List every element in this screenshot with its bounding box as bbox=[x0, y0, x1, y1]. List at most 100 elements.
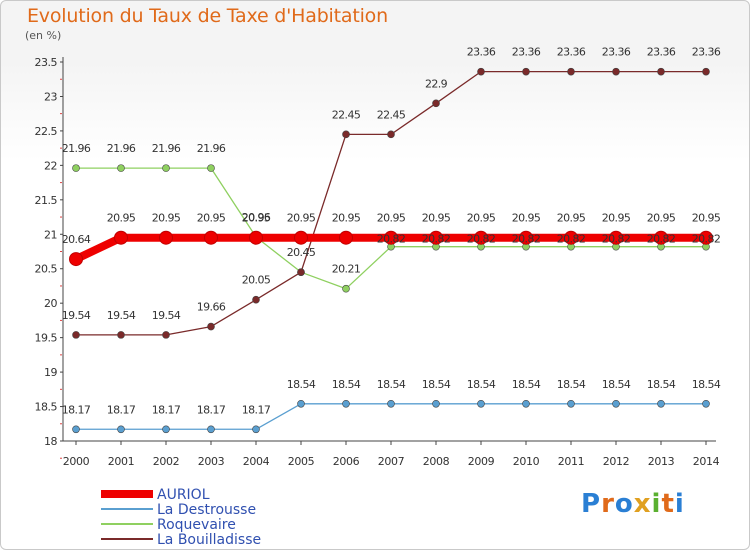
data-point bbox=[252, 425, 260, 434]
data-point bbox=[207, 322, 215, 331]
data-label: 21.96 bbox=[152, 142, 181, 155]
data-point bbox=[162, 425, 170, 434]
data-point bbox=[384, 230, 398, 245]
data-label: 20.95 bbox=[242, 212, 271, 225]
data-label: 18.54 bbox=[602, 378, 631, 391]
data-label: 20.64 bbox=[62, 233, 91, 246]
data-point bbox=[612, 67, 620, 76]
data-label: 21.96 bbox=[107, 142, 136, 155]
logo-letter: o bbox=[614, 489, 634, 519]
data-label: 20.05 bbox=[242, 274, 271, 287]
legend-label: La Destrousse bbox=[157, 502, 256, 518]
data-point bbox=[702, 67, 710, 76]
data-label: 18.17 bbox=[197, 403, 226, 416]
data-point bbox=[72, 331, 80, 339]
x-tick-label: 2001 bbox=[108, 455, 134, 468]
data-point bbox=[117, 331, 125, 339]
chart-title: Evolution du Taux de Taxe d'Habitation bbox=[27, 5, 388, 27]
data-point bbox=[387, 399, 395, 408]
data-label: 23.36 bbox=[512, 46, 541, 59]
chart-subtitle: (en %) bbox=[25, 29, 62, 42]
y-tick-label: 22 bbox=[44, 159, 57, 172]
y-tick-label: 21.5 bbox=[35, 194, 58, 207]
data-label: 18.54 bbox=[287, 378, 316, 391]
data-label: 20.82 bbox=[557, 233, 586, 246]
data-point bbox=[207, 164, 215, 172]
y-tick-label: 23 bbox=[44, 90, 57, 103]
logo-letter: P bbox=[581, 489, 602, 519]
data-label: 23.36 bbox=[557, 46, 586, 59]
data-point bbox=[474, 230, 488, 245]
proxiti-logo: Proxiti bbox=[581, 489, 685, 519]
data-label: 19.54 bbox=[62, 309, 91, 322]
x-tick-label: 2000 bbox=[63, 455, 90, 468]
data-label: 18.54 bbox=[557, 378, 586, 391]
legend-label: AURIOL bbox=[157, 487, 210, 503]
x-tick-label: 2006 bbox=[333, 455, 360, 468]
x-tick-label: 2013 bbox=[648, 455, 675, 468]
data-point bbox=[657, 399, 665, 408]
data-point bbox=[612, 399, 620, 408]
y-tick-label: 21 bbox=[44, 228, 57, 241]
data-label: 23.36 bbox=[692, 46, 721, 59]
data-point bbox=[162, 164, 170, 172]
x-tick-label: 2012 bbox=[603, 455, 629, 468]
y-tick-label: 19 bbox=[44, 366, 57, 379]
data-point bbox=[519, 230, 533, 245]
data-label: 20.95 bbox=[152, 212, 181, 225]
data-point bbox=[69, 252, 83, 267]
x-tick-label: 2011 bbox=[558, 455, 584, 468]
x-tick-label: 2010 bbox=[513, 455, 540, 468]
data-label: 18.17 bbox=[62, 403, 91, 416]
data-point bbox=[477, 67, 485, 76]
x-tick-label: 2009 bbox=[468, 455, 495, 468]
data-point bbox=[522, 399, 530, 408]
data-point bbox=[522, 67, 530, 76]
data-point bbox=[699, 230, 713, 245]
x-tick-label: 2004 bbox=[243, 455, 270, 468]
y-tick-label: 19.5 bbox=[35, 332, 58, 345]
data-point bbox=[207, 425, 215, 434]
data-point bbox=[342, 399, 350, 408]
data-point bbox=[342, 284, 350, 293]
data-label: 20.82 bbox=[467, 233, 496, 246]
data-point bbox=[567, 399, 575, 408]
data-label: 21.96 bbox=[197, 142, 226, 155]
data-label: 20.82 bbox=[602, 233, 631, 246]
y-tick-label: 18 bbox=[44, 435, 57, 448]
data-label: 20.82 bbox=[422, 233, 451, 246]
data-label: 23.36 bbox=[467, 46, 496, 59]
logo-letter: i bbox=[674, 489, 685, 519]
data-point bbox=[72, 164, 80, 172]
data-point bbox=[252, 295, 260, 304]
data-point bbox=[654, 230, 668, 245]
data-point bbox=[432, 399, 440, 408]
y-tick-label: 20.5 bbox=[35, 263, 58, 276]
data-label: 20.82 bbox=[512, 233, 541, 246]
data-point bbox=[204, 230, 218, 245]
x-tick-label: 2008 bbox=[423, 455, 450, 468]
logo-letter: t bbox=[661, 489, 675, 519]
data-label: 20.95 bbox=[422, 212, 451, 225]
data-point bbox=[72, 425, 80, 434]
data-point bbox=[429, 230, 443, 245]
data-point bbox=[387, 130, 395, 139]
data-label: 20.95 bbox=[197, 212, 226, 225]
data-point bbox=[609, 230, 623, 245]
data-label: 19.66 bbox=[197, 301, 226, 314]
data-label: 20.82 bbox=[377, 233, 406, 246]
x-tick-label: 2002 bbox=[153, 455, 179, 468]
y-tick-label: 18.5 bbox=[35, 401, 58, 414]
data-point bbox=[567, 67, 575, 76]
data-label: 19.54 bbox=[107, 309, 136, 322]
data-label: 18.54 bbox=[647, 378, 676, 391]
data-point bbox=[339, 230, 353, 245]
data-label: 18.54 bbox=[332, 378, 361, 391]
data-point bbox=[342, 130, 350, 139]
data-point bbox=[117, 425, 125, 434]
x-tick-label: 2007 bbox=[378, 455, 405, 468]
data-point bbox=[297, 268, 305, 276]
data-label: 21.96 bbox=[62, 142, 91, 155]
data-label: 20.95 bbox=[107, 212, 136, 225]
